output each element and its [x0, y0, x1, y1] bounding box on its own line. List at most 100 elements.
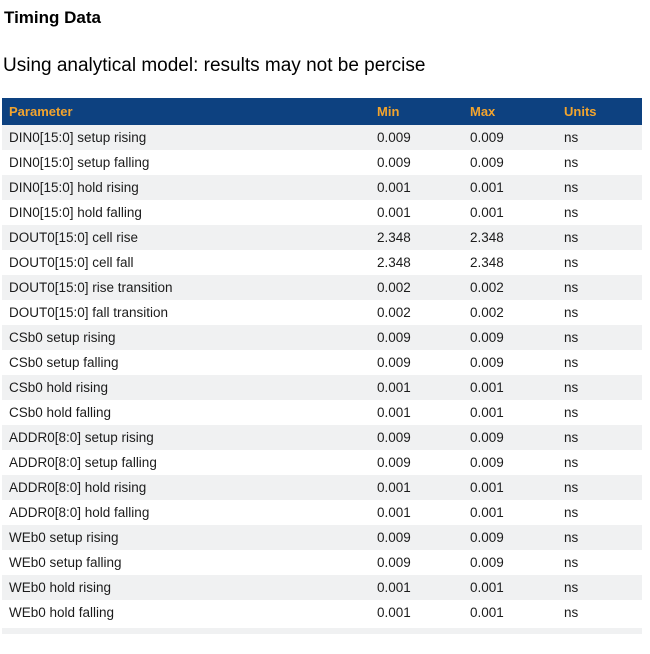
min-cell: 0.009 — [370, 425, 463, 450]
column-header-parameter: Parameter — [2, 98, 370, 125]
max-cell: 0.009 — [470, 355, 504, 370]
max-cell: 0.009 — [470, 455, 504, 470]
min-cell: 2.348 — [370, 225, 463, 250]
max-cell: 0.001 — [463, 475, 557, 500]
max-cell: 2.348 — [463, 225, 557, 250]
max-cell: 0.002 — [463, 275, 557, 300]
units-cell: ns — [557, 275, 642, 300]
units-cell: ns — [564, 155, 579, 170]
table-row: CSb0 hold falling 0.001 0.001 ns — [2, 400, 642, 425]
max-cell: 0.001 — [463, 175, 557, 200]
units-cell: ns — [557, 525, 642, 550]
parameter-cell: ADDR0[8:0] setup rising — [2, 425, 370, 450]
max-cell: 0.001 — [470, 505, 504, 520]
min-cell: 0.009 — [370, 525, 463, 550]
table-row: CSb0 setup rising 0.009 0.009 ns — [2, 325, 642, 350]
parameter-cell: DIN0[15:0] hold rising — [2, 175, 370, 200]
min-cell: 2.348 — [377, 255, 411, 270]
parameter-cell: ADDR0[8:0] setup falling — [9, 455, 157, 470]
parameter-cell: DOUT0[15:0] cell fall — [9, 255, 134, 270]
max-cell: 0.009 — [463, 125, 557, 150]
min-cell: 0.001 — [377, 205, 411, 220]
table-row: ADDR0[8:0] hold rising 0.001 0.001 ns — [2, 475, 642, 500]
column-header-max: Max — [463, 98, 557, 125]
units-cell: ns — [557, 575, 642, 600]
units-cell: ns — [564, 355, 579, 370]
parameter-cell: CSb0 setup rising — [2, 325, 370, 350]
parameter-cell: WEb0 setup rising — [2, 525, 370, 550]
max-cell: 0.001 — [470, 205, 504, 220]
table-footer-strip — [2, 628, 642, 634]
units-cell: ns — [564, 205, 579, 220]
units-cell: ns — [557, 475, 642, 500]
table-row: WEb0 setup rising 0.009 0.009 ns — [2, 525, 642, 550]
max-cell: 0.001 — [463, 575, 557, 600]
min-cell: 0.001 — [370, 575, 463, 600]
table-row: DIN0[15:0] setup falling 0.009 0.009 ns — [2, 150, 642, 175]
units-cell: ns — [564, 555, 579, 570]
max-cell: 0.001 — [470, 405, 504, 420]
max-cell: 0.001 — [463, 375, 557, 400]
page-subtitle: Using analytical model: results may not … — [3, 55, 426, 76]
min-cell: 0.001 — [370, 375, 463, 400]
min-cell: 0.001 — [370, 475, 463, 500]
table-body: DIN0[15:0] setup rising 0.009 0.009 ns DIN0[… — [2, 125, 642, 625]
min-cell: 0.009 — [377, 355, 411, 370]
timing-data-table: Parameter Min Max Units DIN0[15:0] setup… — [2, 98, 642, 625]
table-row: WEb0 hold falling 0.001 0.001 ns — [2, 600, 642, 625]
min-cell: 0.009 — [370, 325, 463, 350]
units-cell: ns — [564, 305, 579, 320]
table-row: DIN0[15:0] hold falling 0.001 0.001 ns — [2, 200, 642, 225]
parameter-cell: ADDR0[8:0] hold falling — [9, 505, 150, 520]
table-row: CSb0 hold rising 0.001 0.001 ns — [2, 375, 642, 400]
parameter-cell: DIN0[15:0] setup falling — [9, 155, 150, 170]
table-row: CSb0 setup falling 0.009 0.009 ns — [2, 350, 642, 375]
parameter-cell: ADDR0[8:0] hold rising — [2, 475, 370, 500]
table-row: WEb0 setup falling 0.009 0.009 ns — [2, 550, 642, 575]
table-row: DIN0[15:0] hold rising 0.001 0.001 ns — [2, 175, 642, 200]
units-cell: ns — [557, 175, 642, 200]
table-row: ADDR0[8:0] setup rising 0.009 0.009 ns — [2, 425, 642, 450]
table-row: DOUT0[15:0] fall transition 0.002 0.002 ns — [2, 300, 642, 325]
parameter-cell: DIN0[15:0] setup rising — [2, 125, 370, 150]
max-cell: 0.009 — [470, 155, 504, 170]
parameter-cell: WEb0 hold falling — [9, 605, 115, 620]
table-row: WEb0 hold rising 0.001 0.001 ns — [2, 575, 642, 600]
parameter-cell: WEb0 hold rising — [2, 575, 370, 600]
table-header-row: Parameter Min Max Units — [2, 98, 642, 125]
min-cell: 0.009 — [377, 455, 411, 470]
units-cell: ns — [557, 125, 642, 150]
parameter-cell: DIN0[15:0] hold falling — [9, 205, 142, 220]
min-cell: 0.009 — [370, 125, 463, 150]
min-cell: 0.002 — [370, 275, 463, 300]
column-header-units: Units — [557, 98, 642, 125]
table-row: ADDR0[8:0] setup falling 0.009 0.009 ns — [2, 450, 642, 475]
min-cell: 0.009 — [377, 555, 411, 570]
min-cell: 0.009 — [377, 155, 411, 170]
parameter-cell: CSb0 hold falling — [9, 405, 112, 420]
parameter-cell: WEb0 setup falling — [9, 555, 122, 570]
units-cell: ns — [557, 225, 642, 250]
min-cell: 0.002 — [377, 305, 411, 320]
units-cell: ns — [557, 425, 642, 450]
units-cell: ns — [564, 605, 579, 620]
max-cell: 0.009 — [463, 525, 557, 550]
parameter-cell: CSb0 hold rising — [2, 375, 370, 400]
units-cell: ns — [564, 255, 579, 270]
column-header-min: Min — [370, 98, 463, 125]
parameter-cell: DOUT0[15:0] cell rise — [2, 225, 370, 250]
max-cell: 0.009 — [470, 555, 504, 570]
units-cell: ns — [557, 375, 642, 400]
table-row: ADDR0[8:0] hold falling 0.001 0.001 ns — [2, 500, 642, 525]
units-cell: ns — [564, 455, 579, 470]
table-row: DIN0[15:0] setup rising 0.009 0.009 ns — [2, 125, 642, 150]
table-row: DOUT0[15:0] cell fall 2.348 2.348 ns — [2, 250, 642, 275]
max-cell: 0.001 — [470, 605, 504, 620]
min-cell: 0.001 — [370, 175, 463, 200]
parameter-cell: CSb0 setup falling — [9, 355, 119, 370]
units-cell: ns — [564, 505, 579, 520]
min-cell: 0.001 — [377, 605, 411, 620]
max-cell: 2.348 — [470, 255, 504, 270]
page-title: Timing Data — [4, 8, 101, 27]
table-row: DOUT0[15:0] cell rise 2.348 2.348 ns — [2, 225, 642, 250]
